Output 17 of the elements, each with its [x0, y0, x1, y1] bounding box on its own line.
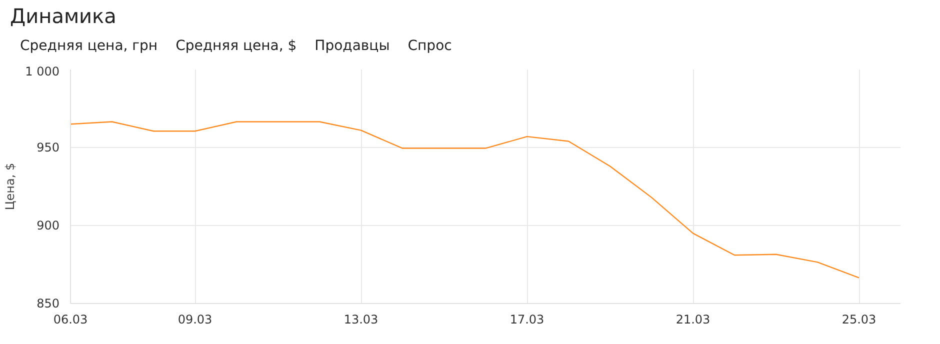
- x-tick-label: 13.03: [344, 312, 378, 326]
- text: Средняя цена, $: [176, 37, 297, 56]
- y-tick-label: 850: [36, 296, 60, 310]
- y-tick-label: 1 000: [25, 64, 60, 78]
- text: Средняя цена, грн: [20, 37, 158, 56]
- x-tick-label: 17.03: [510, 312, 544, 326]
- text: Продавцы: [314, 37, 390, 56]
- y-axis-title: Цена, $: [3, 162, 18, 210]
- chart-title: Динамика: [9, 3, 116, 28]
- text: Спрос: [408, 37, 452, 56]
- x-tick-label: 25.03: [842, 312, 876, 326]
- x-tick-label: 21.03: [676, 312, 710, 326]
- line-series: [70, 121, 860, 278]
- y-tick-label: 950: [36, 140, 60, 154]
- x-tick-label: 06.03: [53, 312, 88, 326]
- y-tick-label: 900: [36, 218, 60, 232]
- x-tick-label: 09.03: [178, 312, 212, 326]
